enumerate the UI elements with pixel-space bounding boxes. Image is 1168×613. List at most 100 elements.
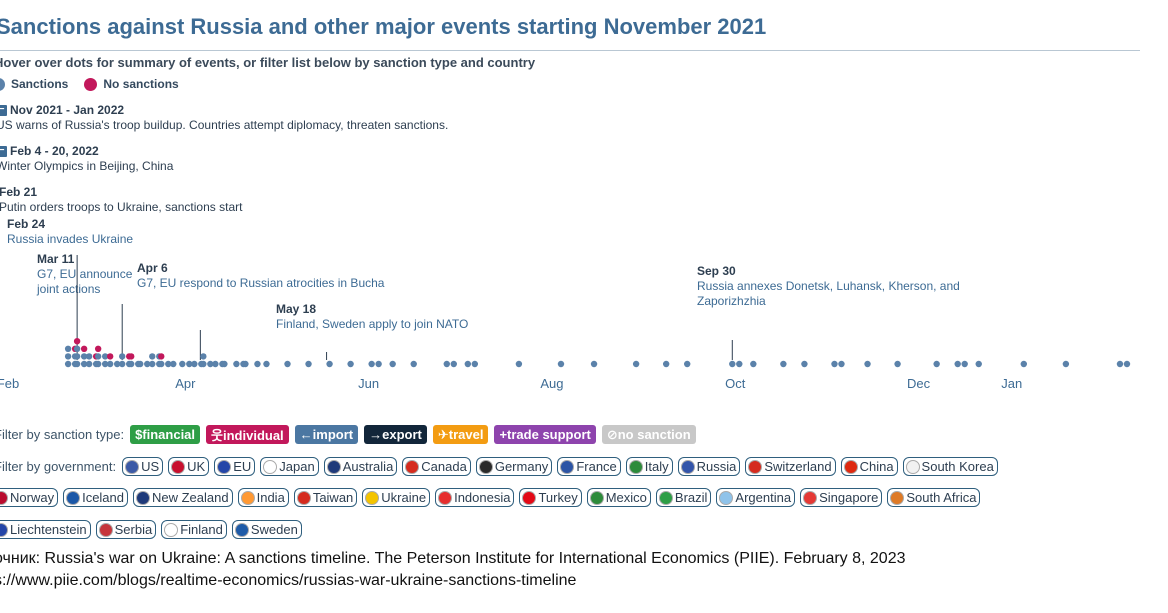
sanction-dot[interactable] xyxy=(137,360,144,368)
sanction-dot[interactable] xyxy=(191,360,198,368)
annotation-apr6[interactable]: Apr 6 G7, EU respond to Russian atrociti… xyxy=(137,261,387,291)
sanction-dot[interactable] xyxy=(80,353,88,360)
legend-item-no-sanctions[interactable]: No sanctions xyxy=(84,77,179,91)
government-filter-chip[interactable]: Turkey xyxy=(519,488,582,507)
sanction-dot[interactable] xyxy=(933,360,940,368)
sanction-type-filter-chip[interactable]: ✈travel xyxy=(432,425,489,444)
sanction-type-filter-chip[interactable]: ←import xyxy=(294,425,359,444)
sanction-dot[interactable] xyxy=(158,360,165,368)
sanction-dot[interactable] xyxy=(200,360,207,368)
sanction-dot[interactable] xyxy=(684,360,691,368)
sanction-dot[interactable] xyxy=(1123,360,1131,368)
sanction-dot[interactable] xyxy=(1116,360,1124,368)
sanction-dot[interactable] xyxy=(347,360,354,368)
sanction-dot[interactable] xyxy=(736,360,743,368)
no-sanction-dot[interactable] xyxy=(106,353,114,360)
sanction-dot[interactable] xyxy=(144,360,151,368)
collapse-icon[interactable]: − xyxy=(0,105,7,116)
collapse-icon[interactable]: − xyxy=(0,146,7,157)
sanction-dot[interactable] xyxy=(186,360,193,368)
government-filter-chip[interactable]: Sweden xyxy=(231,520,302,539)
no-sanction-dot[interactable] xyxy=(158,353,165,360)
government-filter-chip[interactable]: Finland xyxy=(161,520,227,539)
sanction-dot[interactable] xyxy=(450,360,457,368)
sanction-dot[interactable] xyxy=(838,360,845,368)
sanction-dot[interactable] xyxy=(305,360,312,368)
no-sanction-dot[interactable] xyxy=(128,353,135,360)
government-filter-chip[interactable]: Japan xyxy=(260,457,319,476)
government-filter-chip[interactable]: Iceland xyxy=(63,488,128,507)
sanction-type-filter-chip[interactable]: 웃individual xyxy=(206,425,289,444)
government-filter-chip[interactable]: EU xyxy=(214,457,256,476)
sanction-type-filter-chip[interactable]: $financial xyxy=(130,425,201,444)
government-filter-chip[interactable]: New Zealand xyxy=(133,488,233,507)
annotation-mar11[interactable]: Mar 11 G7, EU announce joint actions xyxy=(37,252,137,297)
government-filter-chip[interactable]: India xyxy=(237,488,289,507)
government-filter-chip[interactable]: Serbia xyxy=(95,520,157,539)
sanction-dot[interactable] xyxy=(389,360,396,368)
event-feb21[interactable]: Feb 21 Putin orders troops to Ukraine, s… xyxy=(0,185,242,215)
sanction-dot[interactable] xyxy=(64,345,72,352)
sanction-dot[interactable] xyxy=(200,353,207,360)
sanction-dot[interactable] xyxy=(64,360,72,368)
sanction-dot[interactable] xyxy=(632,360,640,368)
sanction-dot[interactable] xyxy=(94,360,102,368)
sanction-dot[interactable] xyxy=(515,360,523,368)
sanction-dot[interactable] xyxy=(207,360,214,368)
sanction-dot[interactable] xyxy=(106,360,114,368)
government-filter-chip[interactable]: Mexico xyxy=(586,488,651,507)
sanction-dot[interactable] xyxy=(801,360,808,368)
government-filter-chip[interactable]: Germany xyxy=(475,457,553,476)
event-olympics[interactable]: − Feb 4 - 20, 2022 Winter Olympics in Bei… xyxy=(0,144,173,174)
sanction-dot[interactable] xyxy=(119,353,126,360)
sanction-dot[interactable] xyxy=(961,360,968,368)
sanction-dot[interactable] xyxy=(443,360,450,368)
sanction-dot[interactable] xyxy=(94,353,102,360)
sanction-dot[interactable] xyxy=(1062,360,1070,368)
source-link[interactable]: s://www.piie.com/blogs/realtime-economic… xyxy=(0,572,577,589)
sanction-dot[interactable] xyxy=(101,360,109,368)
sanction-type-filter-chip[interactable]: +trade support xyxy=(494,425,596,444)
annotation-sep30[interactable]: Sep 30 Russia annexes Donetsk, Luhansk, … xyxy=(697,264,997,309)
sanction-dot[interactable] xyxy=(212,360,219,368)
sanction-dot[interactable] xyxy=(170,360,177,368)
sanction-dot[interactable] xyxy=(284,360,291,368)
sanction-dot[interactable] xyxy=(80,360,88,368)
government-filter-chip[interactable]: Argentina xyxy=(716,488,796,507)
government-filter-chip[interactable]: UK xyxy=(168,457,210,476)
sanction-dot[interactable] xyxy=(73,360,81,368)
sanction-dot[interactable] xyxy=(368,360,375,368)
sanction-dot[interactable] xyxy=(975,360,982,368)
government-filter-chip[interactable]: Australia xyxy=(323,457,398,476)
sanction-dot[interactable] xyxy=(64,353,72,360)
sanction-dot[interactable] xyxy=(85,353,93,360)
government-filter-chip[interactable]: Singapore xyxy=(800,488,883,507)
government-filter-chip[interactable]: Italy xyxy=(625,457,673,476)
sanction-dot[interactable] xyxy=(73,353,81,360)
government-filter-chip[interactable]: France xyxy=(557,457,621,476)
sanction-dot[interactable] xyxy=(831,360,838,368)
sanction-dot[interactable] xyxy=(101,353,109,360)
government-filter-chip[interactable]: Canada xyxy=(402,457,471,476)
government-filter-chip[interactable]: US xyxy=(122,457,164,476)
sanction-dot[interactable] xyxy=(894,360,901,368)
sanction-dot[interactable] xyxy=(113,360,121,368)
sanction-dot[interactable] xyxy=(375,360,382,368)
sanction-dot[interactable] xyxy=(221,360,228,368)
sanction-dot[interactable] xyxy=(590,360,598,368)
government-filter-chip[interactable]: Switzerland xyxy=(745,457,836,476)
government-filter-chip[interactable]: China xyxy=(840,457,898,476)
sanction-dot[interactable] xyxy=(729,360,736,368)
sanction-dot[interactable] xyxy=(1020,360,1028,368)
government-filter-chip[interactable]: Liechtenstein xyxy=(0,520,91,539)
government-filter-chip[interactable]: Norway xyxy=(0,488,59,507)
no-sanction-dot[interactable] xyxy=(73,338,81,345)
annotation-may18[interactable]: May 18 Finland, Sweden apply to join NAT… xyxy=(276,302,536,332)
sanction-dot[interactable] xyxy=(149,353,156,360)
government-filter-chip[interactable]: Russia xyxy=(677,457,741,476)
event-feb24[interactable]: Feb 24 Russia invades Ukraine xyxy=(7,217,133,247)
government-filter-chip[interactable]: Ukraine xyxy=(362,488,431,507)
government-filter-chip[interactable]: Brazil xyxy=(655,488,712,507)
sanction-dot[interactable] xyxy=(85,360,93,368)
no-sanction-dot[interactable] xyxy=(94,345,102,352)
